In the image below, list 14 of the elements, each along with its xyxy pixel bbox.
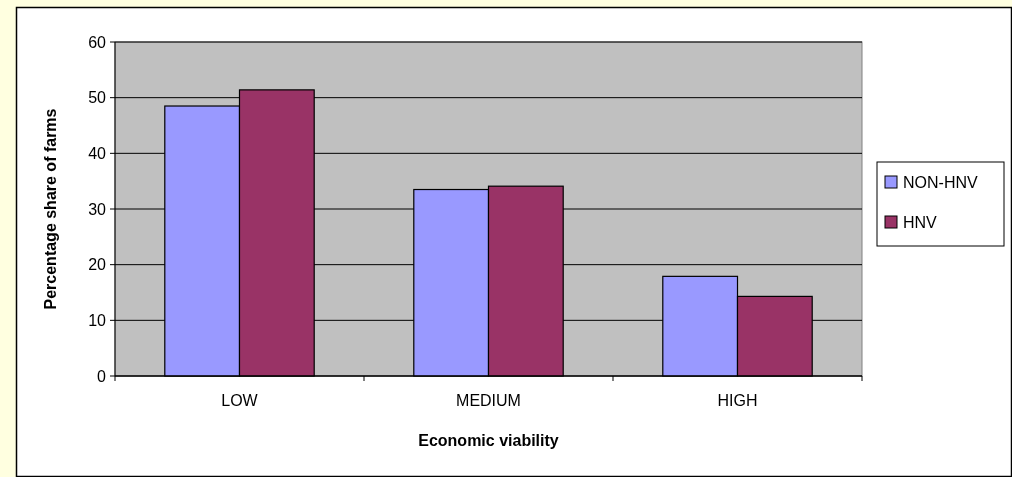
x-tick-label: LOW — [221, 392, 259, 409]
legend-label: NON-HNV — [903, 173, 978, 191]
x-tick-label: MEDIUM — [456, 392, 521, 409]
y-tick-label: 40 — [88, 144, 107, 162]
y-tick-label: 10 — [88, 311, 107, 329]
y-tick-label: 60 — [88, 33, 107, 51]
y-axis-title: Percentage share of farms — [42, 108, 59, 310]
x-tick-label: HIGH — [717, 392, 758, 409]
y-tick-label: 20 — [88, 256, 107, 274]
legend-label: HNV — [903, 213, 938, 231]
y-tick-label: 0 — [97, 367, 107, 385]
y-tick-label: 50 — [88, 89, 107, 107]
y-tick-label: 30 — [88, 200, 107, 218]
x-axis-title: Economic viability — [418, 432, 559, 449]
